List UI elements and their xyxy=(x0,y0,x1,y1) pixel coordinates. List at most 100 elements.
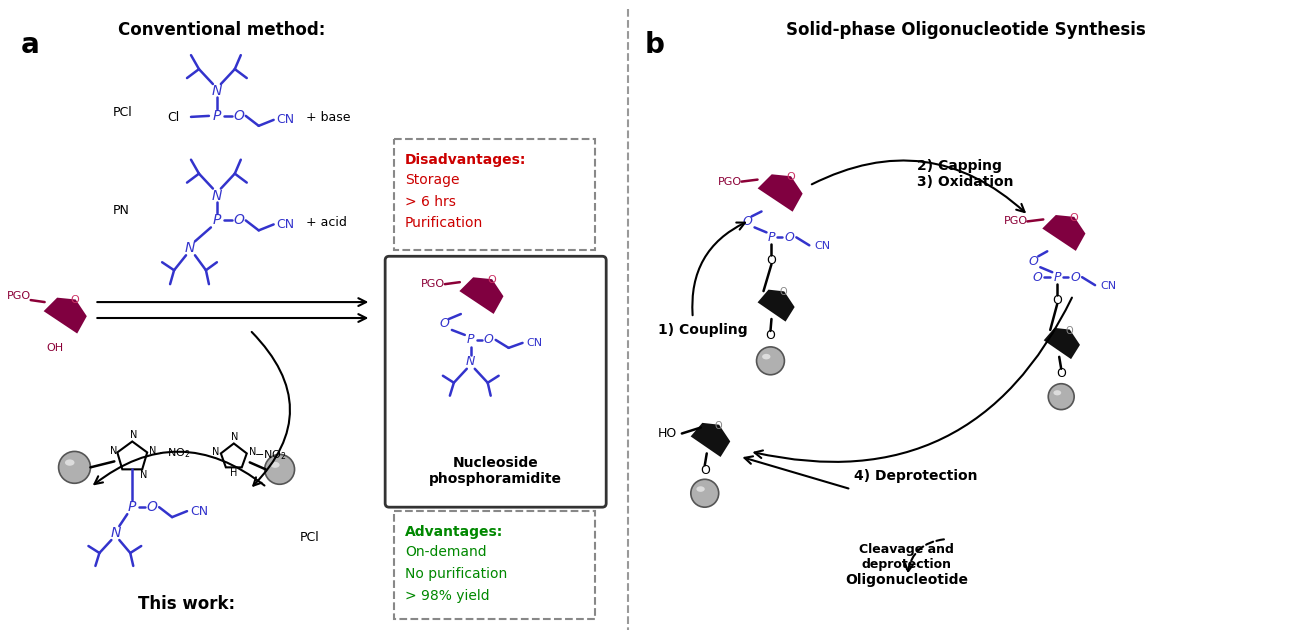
Text: O: O xyxy=(1056,367,1066,380)
Text: N: N xyxy=(466,355,475,368)
Text: Cl: Cl xyxy=(166,111,179,125)
Text: Purification: Purification xyxy=(405,217,483,231)
Text: O: O xyxy=(1029,255,1038,268)
Text: P: P xyxy=(213,109,221,123)
Text: Storage: Storage xyxy=(405,173,460,187)
Text: P: P xyxy=(468,334,474,346)
Polygon shape xyxy=(759,291,794,320)
Text: Disadvantages:: Disadvantages: xyxy=(405,153,526,167)
Text: CN: CN xyxy=(277,218,295,231)
Text: O: O xyxy=(487,275,496,285)
Text: OH: OH xyxy=(47,343,64,353)
Text: No purification: No purification xyxy=(405,567,508,581)
Text: > 6 hrs: > 6 hrs xyxy=(405,194,456,208)
Text: PGO: PGO xyxy=(6,291,31,301)
Polygon shape xyxy=(1044,216,1085,249)
Text: O: O xyxy=(440,318,449,330)
Text: CN: CN xyxy=(190,505,208,518)
Text: $\mathdefault{-NO_2}$: $\mathdefault{-NO_2}$ xyxy=(253,449,286,462)
Text: N: N xyxy=(139,470,147,481)
Text: O: O xyxy=(147,500,157,514)
Text: 2) Capping
3) Oxidation: 2) Capping 3) Oxidation xyxy=(917,158,1013,189)
Text: 1) Coupling: 1) Coupling xyxy=(659,323,748,337)
Circle shape xyxy=(265,454,295,484)
Circle shape xyxy=(691,479,718,507)
Text: N: N xyxy=(130,431,136,440)
Text: O: O xyxy=(766,254,777,266)
Polygon shape xyxy=(692,424,729,456)
Text: Oligonucleotide: Oligonucleotide xyxy=(846,573,968,587)
FancyBboxPatch shape xyxy=(386,256,607,507)
Text: P: P xyxy=(768,231,776,244)
Text: On-demand: On-demand xyxy=(405,545,487,559)
FancyBboxPatch shape xyxy=(394,511,595,619)
Text: O: O xyxy=(743,215,752,228)
Text: a: a xyxy=(21,31,39,59)
Polygon shape xyxy=(1046,329,1078,358)
Text: O: O xyxy=(785,231,794,244)
Text: N: N xyxy=(110,526,121,540)
Text: $\mathdefault{-NO_2}$: $\mathdefault{-NO_2}$ xyxy=(158,447,191,460)
Text: N: N xyxy=(231,433,239,442)
Polygon shape xyxy=(760,175,801,210)
Text: CN: CN xyxy=(1100,281,1116,291)
Polygon shape xyxy=(461,279,503,312)
Text: O: O xyxy=(786,173,795,182)
Text: O: O xyxy=(1033,271,1042,284)
Text: N: N xyxy=(248,447,256,458)
Text: PGO: PGO xyxy=(1003,217,1028,226)
Text: + base: + base xyxy=(307,111,351,125)
Polygon shape xyxy=(45,298,86,332)
Text: This work:: This work: xyxy=(139,595,235,613)
Text: O: O xyxy=(779,288,787,297)
Ellipse shape xyxy=(270,462,279,468)
Text: N: N xyxy=(212,189,222,203)
Circle shape xyxy=(756,347,785,374)
Text: O: O xyxy=(700,464,709,477)
Ellipse shape xyxy=(696,486,705,492)
Text: PGO: PGO xyxy=(718,176,742,187)
Text: CN: CN xyxy=(277,113,295,127)
Text: O: O xyxy=(483,334,494,346)
Text: N: N xyxy=(212,447,218,458)
Ellipse shape xyxy=(763,354,770,359)
Text: O: O xyxy=(234,213,244,227)
Circle shape xyxy=(58,451,91,483)
Text: O: O xyxy=(70,295,79,305)
Text: O: O xyxy=(1070,271,1079,284)
Text: P: P xyxy=(1053,271,1061,284)
Text: + acid: + acid xyxy=(307,216,347,229)
Text: N: N xyxy=(184,242,195,256)
Text: PCl: PCl xyxy=(112,107,132,119)
Text: O: O xyxy=(765,330,776,343)
Text: PCl: PCl xyxy=(300,530,320,544)
FancyBboxPatch shape xyxy=(394,139,595,250)
Text: N: N xyxy=(212,84,222,98)
Text: PGO: PGO xyxy=(421,279,446,289)
Text: P: P xyxy=(213,213,221,227)
Text: Solid-phase Oligonucleotide Synthesis: Solid-phase Oligonucleotide Synthesis xyxy=(786,21,1146,40)
Text: O: O xyxy=(234,109,244,123)
Text: > 98% yield: > 98% yield xyxy=(405,589,490,603)
Text: O: O xyxy=(714,420,722,431)
Text: 4) Deprotection: 4) Deprotection xyxy=(855,470,978,483)
Text: Cleavage and
deprotection: Cleavage and deprotection xyxy=(860,543,955,571)
Ellipse shape xyxy=(1053,390,1061,396)
Text: P: P xyxy=(129,500,136,514)
Text: O: O xyxy=(1065,325,1073,335)
Text: Conventional method:: Conventional method: xyxy=(118,21,326,40)
Text: O: O xyxy=(1069,213,1078,223)
Ellipse shape xyxy=(65,459,74,466)
Text: N: N xyxy=(110,447,117,456)
Text: H: H xyxy=(230,468,238,479)
Circle shape xyxy=(1048,384,1074,410)
Text: CN: CN xyxy=(814,242,830,251)
Text: Nucleoside
phosphoramidite: Nucleoside phosphoramidite xyxy=(429,456,562,486)
Text: PN: PN xyxy=(112,204,129,217)
Text: Advantages:: Advantages: xyxy=(405,525,503,539)
Text: b: b xyxy=(646,31,665,59)
Text: CN: CN xyxy=(526,338,543,348)
Text: N: N xyxy=(149,447,157,456)
Text: O: O xyxy=(1052,293,1063,307)
Text: HO: HO xyxy=(659,427,677,440)
